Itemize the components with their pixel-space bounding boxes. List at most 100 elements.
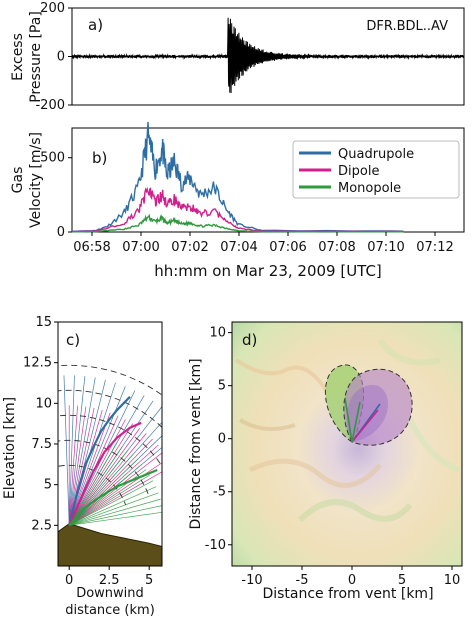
pressure-waveform: [71, 17, 465, 94]
panel-d-yticks: -10 -5 0 5 10: [205, 326, 232, 553]
range-arc: [58, 464, 127, 505]
station-label: DFR.BDL..AV: [366, 19, 448, 34]
panel-b-xticks: 06:58 07:00 07:02 07:04 07:06 07:08 07:10 07:12: [73, 232, 454, 255]
panel-c-xlabel-line1: Downwind: [76, 586, 144, 601]
ray: [68, 375, 75, 526]
ray: [68, 377, 96, 526]
range-arc: [58, 439, 150, 497]
legend-monopole: Monopole: [338, 181, 401, 196]
panel-a-label: a): [88, 16, 103, 34]
xtick-label: 07:02: [171, 240, 208, 255]
panel-b-ylabel-line1: Gas: [10, 167, 26, 194]
panel-c-series: [68, 396, 158, 527]
ray: [69, 486, 157, 526]
xtick-label: 07:00: [122, 240, 159, 255]
ytick-label: 2.5: [31, 518, 52, 533]
panel-b-xlabel: hh:mm on Mar 23, 2009 [UTC]: [154, 262, 382, 280]
ray: [69, 480, 154, 526]
dipole-direction: [351, 409, 379, 443]
monopole-direction: [344, 397, 353, 443]
ytick-label: 0: [57, 50, 65, 65]
panel-a-ylabel-line2: Pressure [Pa]: [28, 11, 44, 103]
ytick-label: -5: [213, 485, 226, 500]
ray: [69, 505, 162, 526]
terrain-ridge: [407, 418, 462, 473]
panel-d-xlabel: Distance from vent [km]: [262, 586, 433, 602]
curve-quadrupole: [68, 396, 131, 526]
legend-dipole: Dipole: [338, 164, 379, 179]
series-monopole: [71, 213, 404, 233]
ray: [68, 446, 123, 526]
xtick-label: -5: [296, 573, 309, 588]
ray: [69, 474, 150, 526]
range-arc: [58, 414, 162, 468]
ytick-label: 200: [40, 1, 65, 16]
xtick-label: 5: [145, 573, 153, 588]
terrain-ridge: [234, 358, 328, 392]
xtick-label: 07:08: [318, 240, 355, 255]
ytick-label: 5: [218, 379, 226, 394]
curve-monopole: [68, 468, 158, 527]
ray: [68, 382, 116, 526]
ray: [69, 492, 159, 526]
quadrupole-lobe: [346, 384, 388, 442]
legend-quadrupole: Quadrupole: [338, 147, 414, 162]
panel-b-ylabel-line2: Velocity [m/s]: [28, 132, 44, 228]
ray: [68, 428, 141, 526]
xtick-label: 06:58: [73, 240, 110, 255]
ytick-label: 0: [218, 432, 226, 447]
terrain-ridge: [238, 418, 296, 431]
ytick-label: 5: [44, 478, 52, 493]
curve-dipole: [68, 421, 142, 526]
panel-c-label: c): [66, 331, 80, 349]
ray: [68, 376, 86, 526]
legend: Quadrupole Dipole Monopole: [292, 140, 460, 199]
terrain-profile: [58, 523, 162, 566]
xtick-label: 07:12: [416, 240, 453, 255]
ytick-label: -10: [205, 538, 226, 553]
terrain-ridge: [297, 499, 413, 523]
ytick-label: 7.5: [31, 437, 52, 452]
ray: [69, 511, 162, 526]
xtick-label: 07:06: [269, 240, 306, 255]
ray: [63, 375, 70, 526]
legend-box: [292, 140, 460, 199]
panel-d-ylabel: Distance from vent [km]: [188, 358, 204, 529]
terrain-ridge: [248, 458, 382, 488]
panel-d-label: d): [242, 331, 257, 349]
panel-d-frame: [231, 321, 463, 567]
ray: [68, 464, 143, 526]
xtick-label: 0: [348, 573, 356, 588]
panel-a-ylabel-line1: Excess: [10, 33, 26, 81]
monopole-direction: [351, 401, 361, 443]
panel-c-xlabel-line2: distance (km): [65, 603, 155, 618]
panel-c-ylabel: Elevation [km]: [2, 397, 18, 499]
xtick-label: 07:04: [220, 240, 257, 255]
ray: [68, 459, 138, 526]
panel-c-xticks: 0 2.5 5: [65, 566, 153, 588]
terrain-ridge: [377, 338, 441, 366]
series-dipole: [71, 186, 404, 233]
range-arc: [58, 364, 162, 396]
panel-c-yticks: 2.5 5 7.5 10 12.5 15: [23, 315, 58, 533]
ytick-label: 10: [209, 326, 226, 341]
panel-b: b) 0 500 06:58 07:00 07:02 07:04 07:06 07:08 07…: [10, 121, 465, 280]
panel-b-yticks: 0 500: [40, 151, 72, 240]
panel-a: a) DFR.BDL..AV -200 0 200 Excess Pressure …: [10, 1, 465, 113]
ytick-label: -200: [35, 98, 65, 113]
series-quadrupole: [71, 121, 404, 233]
ray: [68, 406, 87, 526]
xtick-label: 5: [398, 573, 406, 588]
ytick-label: 15: [35, 315, 52, 330]
ray: [68, 442, 118, 526]
range-arc: [58, 389, 162, 429]
panel-a-yticks: -200 0 200: [35, 1, 72, 113]
ytick-label: 12.5: [23, 356, 52, 371]
ytick-label: 10: [35, 396, 52, 411]
ray: [69, 498, 161, 526]
xtick-label: 10: [444, 573, 461, 588]
panel-b-label: b): [92, 149, 107, 167]
ray: [69, 462, 162, 526]
